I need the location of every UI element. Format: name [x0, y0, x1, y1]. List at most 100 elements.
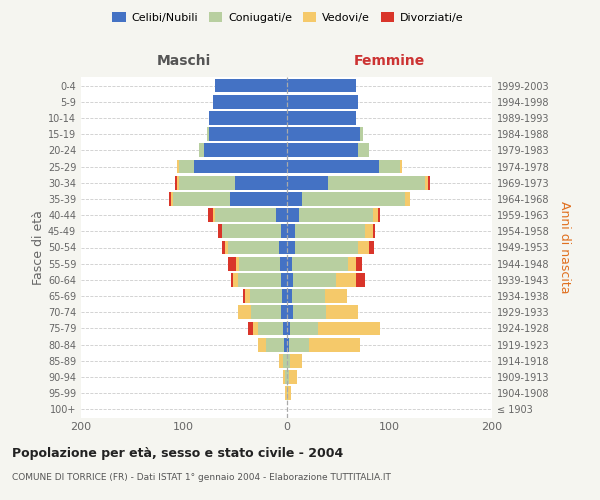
Bar — [238, 306, 251, 319]
Bar — [208, 128, 209, 141]
Bar — [358, 144, 369, 157]
Bar — [175, 176, 176, 190]
Bar — [290, 354, 302, 368]
Bar — [225, 240, 228, 254]
Y-axis label: Fasce di età: Fasce di età — [32, 210, 45, 285]
Bar — [295, 224, 365, 238]
Bar — [222, 224, 281, 238]
Bar — [287, 208, 299, 222]
Bar — [287, 78, 356, 92]
Bar — [283, 322, 287, 336]
Bar — [280, 354, 283, 368]
Bar — [228, 257, 236, 270]
Bar — [287, 289, 292, 303]
Bar — [222, 240, 225, 254]
Bar — [287, 176, 328, 190]
Bar — [287, 160, 379, 173]
Bar — [209, 128, 287, 141]
Bar — [287, 273, 293, 287]
Bar — [228, 240, 280, 254]
Bar — [287, 144, 358, 157]
Bar — [286, 386, 287, 400]
Bar — [169, 192, 172, 206]
Bar — [348, 257, 356, 270]
Bar — [244, 289, 245, 303]
Bar — [205, 144, 287, 157]
Y-axis label: Anni di nascita: Anni di nascita — [558, 201, 571, 294]
Bar — [281, 306, 287, 319]
Text: Maschi: Maschi — [157, 54, 211, 68]
Bar — [287, 95, 358, 108]
Bar — [373, 208, 378, 222]
Bar — [400, 160, 401, 173]
Bar — [245, 289, 250, 303]
Bar — [293, 306, 326, 319]
Bar — [373, 224, 375, 238]
Bar — [258, 338, 266, 351]
Bar — [289, 370, 297, 384]
Bar — [289, 338, 309, 351]
Bar — [215, 78, 287, 92]
Bar — [309, 338, 361, 351]
Bar — [176, 160, 179, 173]
Bar — [280, 240, 287, 254]
Bar — [361, 128, 362, 141]
Bar — [179, 160, 194, 173]
Bar — [287, 240, 295, 254]
Bar — [319, 322, 380, 336]
Bar — [287, 370, 289, 384]
Bar — [287, 257, 292, 270]
Bar — [290, 322, 319, 336]
Text: COMUNE DI TORRICE (FR) - Dati ISTAT 1° gennaio 2004 - Elaborazione TUTTITALIA.IT: COMUNE DI TORRICE (FR) - Dati ISTAT 1° g… — [12, 472, 391, 482]
Bar — [287, 192, 302, 206]
Bar — [325, 289, 347, 303]
Bar — [253, 322, 258, 336]
Bar — [379, 160, 400, 173]
Bar — [299, 208, 373, 222]
Bar — [176, 176, 179, 190]
Bar — [236, 257, 239, 270]
Bar — [215, 208, 276, 222]
Bar — [238, 273, 281, 287]
Bar — [287, 338, 289, 351]
Bar — [287, 128, 361, 141]
Bar — [404, 192, 410, 206]
Bar — [199, 144, 205, 157]
Text: Popolazione per età, sesso e stato civile - 2004: Popolazione per età, sesso e stato civil… — [12, 448, 343, 460]
Bar — [194, 160, 287, 173]
Bar — [208, 208, 212, 222]
Bar — [287, 224, 295, 238]
Bar — [356, 273, 365, 287]
Bar — [266, 338, 284, 351]
Bar — [336, 273, 356, 287]
Text: Femmine: Femmine — [353, 54, 425, 68]
Bar — [302, 192, 404, 206]
Bar — [233, 273, 238, 287]
Bar — [287, 354, 290, 368]
Bar — [425, 176, 428, 190]
Bar — [284, 338, 287, 351]
Bar — [231, 273, 233, 287]
Bar — [287, 386, 290, 400]
Bar — [286, 370, 287, 384]
Bar — [428, 176, 430, 190]
Bar — [258, 322, 283, 336]
Bar — [328, 176, 425, 190]
Bar — [365, 224, 373, 238]
Bar — [292, 257, 348, 270]
Bar — [358, 240, 369, 254]
Bar — [172, 192, 173, 206]
Bar — [209, 111, 287, 125]
Bar — [230, 192, 287, 206]
Bar — [283, 370, 286, 384]
Bar — [356, 257, 362, 270]
Bar — [281, 224, 287, 238]
Bar — [280, 257, 287, 270]
Bar — [212, 208, 215, 222]
Bar — [218, 224, 222, 238]
Bar — [235, 176, 287, 190]
Bar — [173, 192, 230, 206]
Bar — [239, 257, 280, 270]
Bar — [276, 208, 287, 222]
Bar — [295, 240, 358, 254]
